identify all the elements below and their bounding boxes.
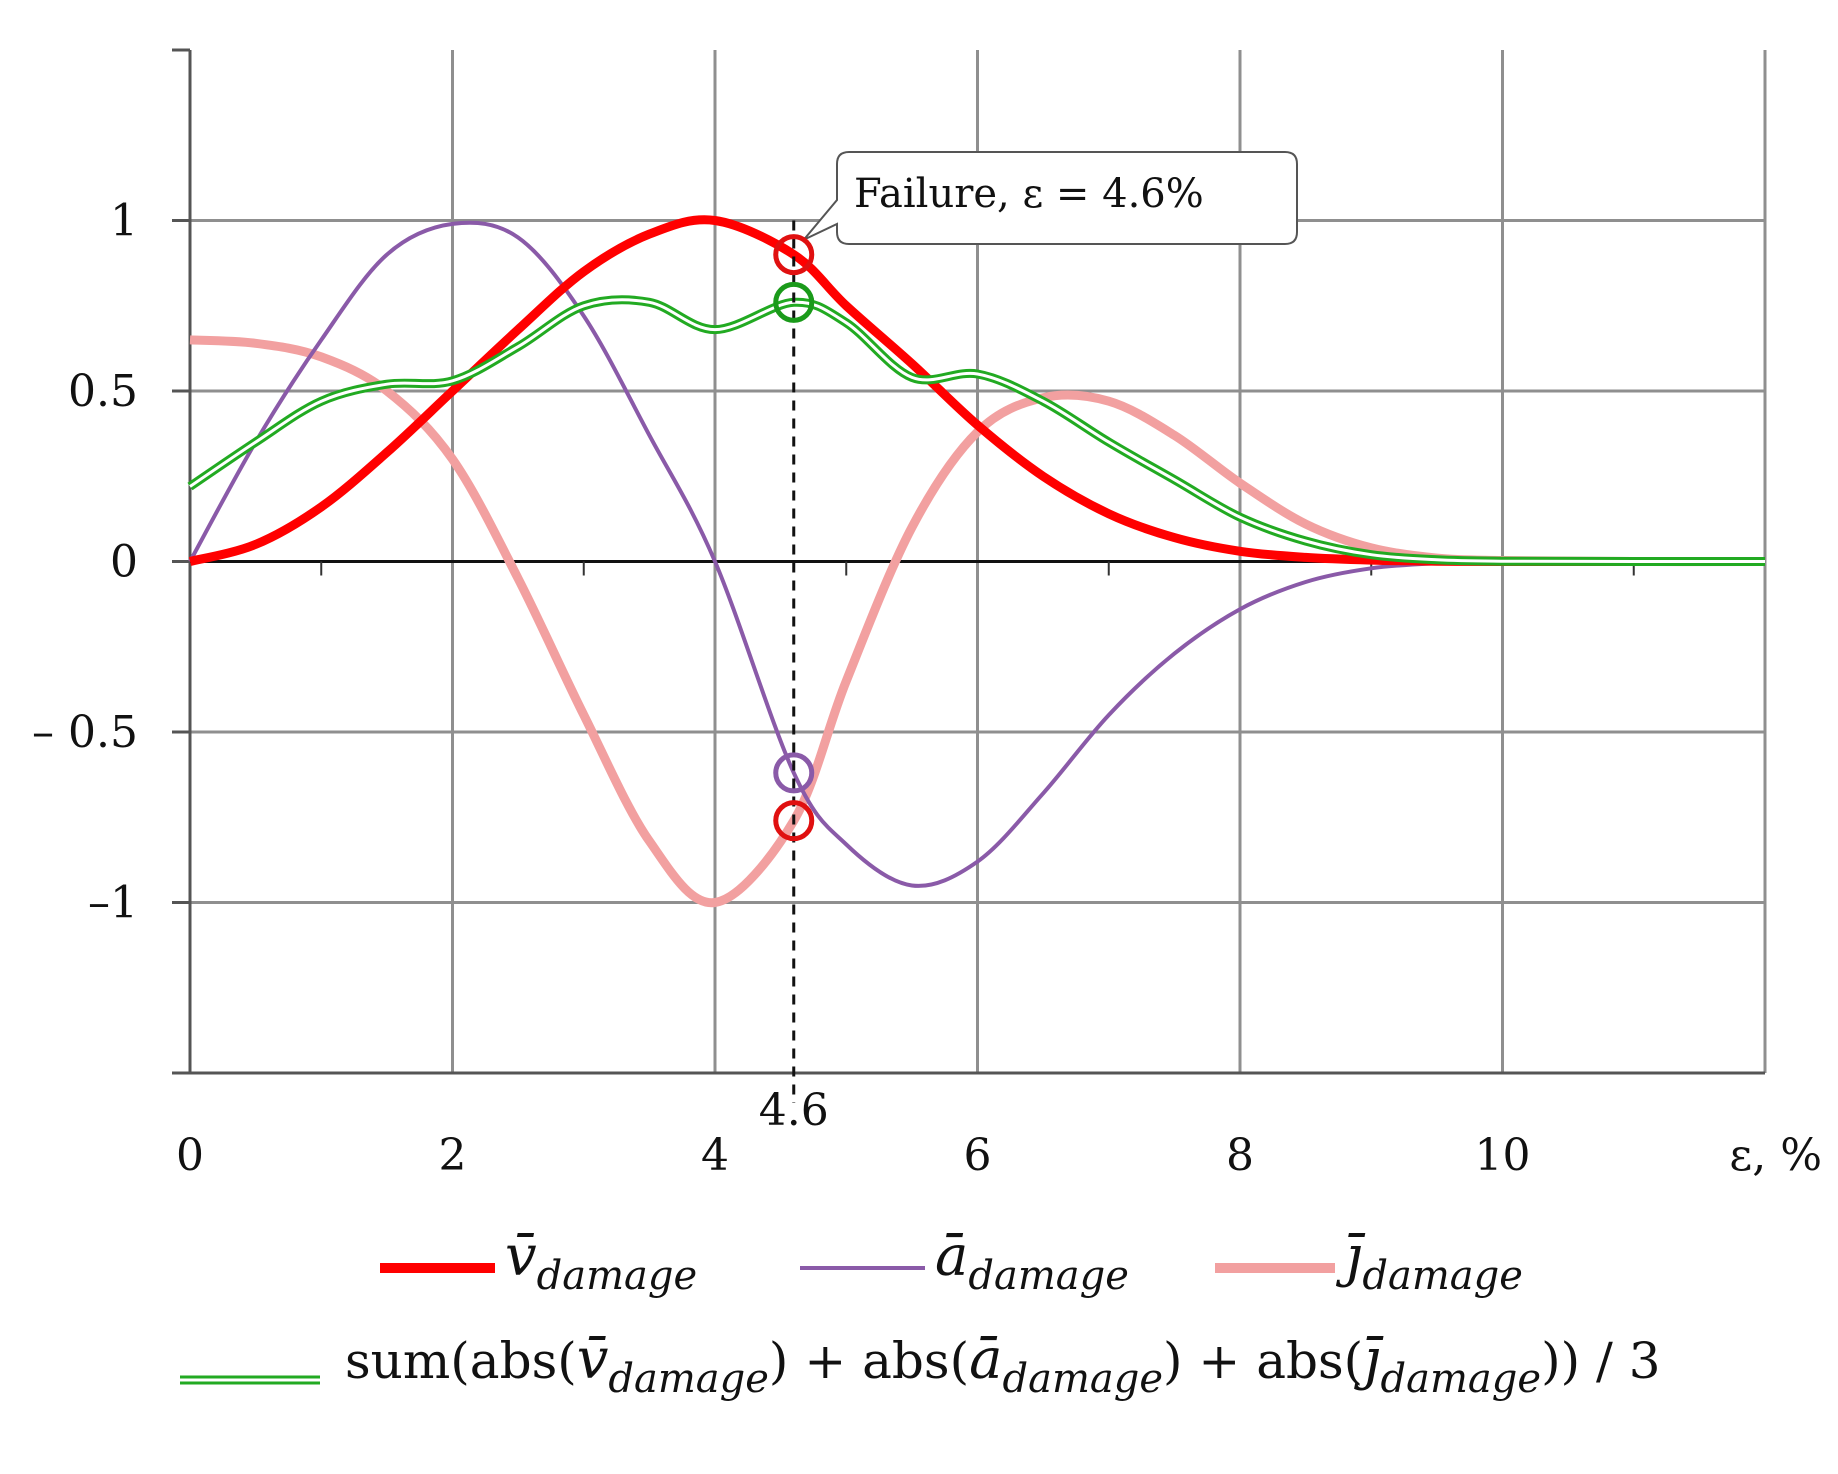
failure-marker (773, 752, 815, 794)
failure-marker (773, 281, 815, 323)
series-line-sum-inner (189, 298, 1766, 564)
series-line-1 (188, 220, 1765, 888)
legend-label-v: v̄damage (505, 1224, 697, 1299)
failure-marker (773, 234, 815, 276)
tick-labels: 0 2 4 6 8 10 ε, % 1 0.5 0 – 0.5 –1 (32, 196, 1822, 1182)
failure-annotation: 4.6 Failure, ε = 4.6% (759, 151, 1298, 1136)
failure-x-label: 4.6 (759, 1085, 829, 1136)
x-axis-label: ε, % (1729, 1130, 1822, 1181)
failure-marker (773, 800, 815, 842)
x-tick-label: 10 (1475, 1130, 1531, 1181)
x-tick-label: 2 (439, 1130, 467, 1181)
callout-text: Failure, ε = 4.6% (854, 171, 1204, 217)
legend-label-a: ādamage (935, 1224, 1129, 1299)
callout-box (802, 151, 1298, 245)
y-tick-label: –1 (88, 878, 138, 929)
failure-callout: Failure, ε = 4.6% (802, 151, 1298, 245)
x-tick-label: 8 (1226, 1130, 1254, 1181)
y-tick-label: 0.5 (68, 366, 138, 417)
x-tick-label: 0 (176, 1130, 204, 1181)
series-lines (187, 215, 1766, 908)
x-tick-label: 6 (964, 1130, 992, 1181)
legend: v̄damage ādamage j̄damage sum(abs(v̄dama… (180, 1224, 1661, 1402)
legend-label-sum: sum(abs(v̄damage) + abs(ādamage) + abs(j… (345, 1327, 1661, 1402)
x-tick-label: 4 (701, 1130, 729, 1181)
y-tick-label: – 0.5 (32, 707, 138, 758)
y-tick-label: 1 (110, 196, 138, 247)
y-tick-label: 0 (110, 537, 138, 588)
legend-label-j: j̄damage (1335, 1224, 1523, 1299)
